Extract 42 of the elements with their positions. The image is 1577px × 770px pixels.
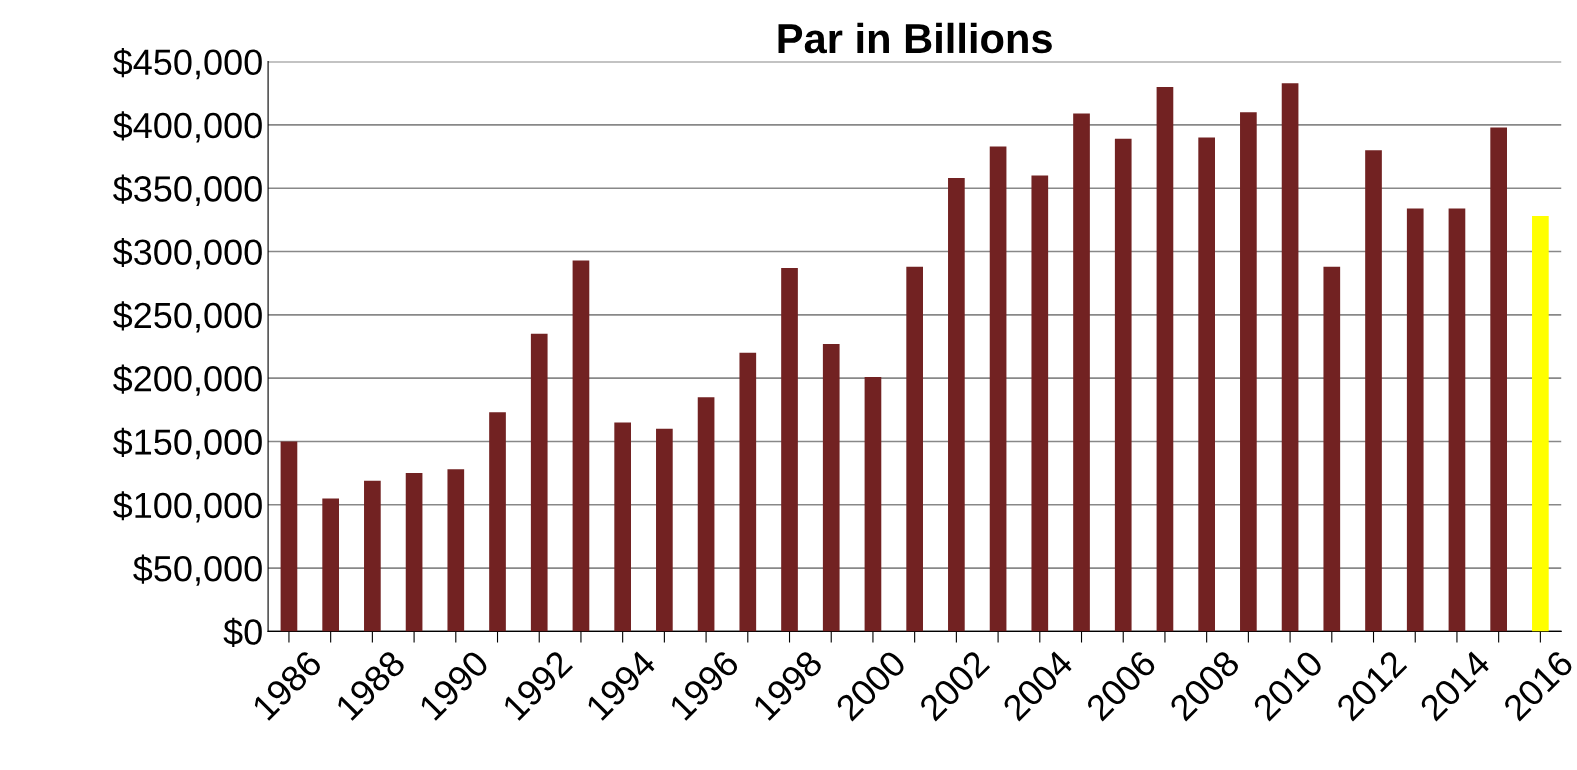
bar xyxy=(1031,175,1049,632)
y-tick-label: $200,000 xyxy=(113,364,262,396)
bar xyxy=(1281,83,1299,632)
bar xyxy=(1323,266,1341,632)
bar xyxy=(1114,138,1132,632)
y-tick-label: $250,000 xyxy=(113,301,262,333)
bar xyxy=(405,473,423,632)
y-tick-label: $0 xyxy=(223,617,262,647)
bar xyxy=(489,412,506,632)
y-tick-label: $150,000 xyxy=(113,427,262,460)
bar xyxy=(697,397,715,632)
bar xyxy=(447,469,465,632)
bar xyxy=(364,480,381,632)
y-tick-label: $50,000 xyxy=(133,554,262,586)
bar xyxy=(1156,86,1174,632)
chart-title: Par in Billions xyxy=(778,22,1052,54)
bar xyxy=(1490,127,1507,632)
bar xyxy=(989,146,1007,632)
bar xyxy=(280,441,298,632)
bar xyxy=(322,498,339,632)
bar xyxy=(906,266,923,632)
y-tick-label: $450,000 xyxy=(113,47,262,80)
bar xyxy=(864,376,882,632)
y-tick-label: $350,000 xyxy=(113,174,262,206)
bar xyxy=(656,428,673,632)
bar xyxy=(1532,216,1549,632)
bar xyxy=(572,260,590,632)
bar xyxy=(948,178,965,632)
bar xyxy=(1365,150,1382,632)
bar xyxy=(739,352,757,632)
bar xyxy=(1198,137,1215,632)
bar xyxy=(822,343,840,632)
bar xyxy=(614,422,631,632)
y-tick-label: $100,000 xyxy=(113,491,262,523)
bar xyxy=(1073,113,1090,632)
y-tick-label: $300,000 xyxy=(113,237,262,270)
bar xyxy=(1448,208,1466,632)
bar xyxy=(530,333,548,632)
y-tick-label: $400,000 xyxy=(113,111,262,143)
bar xyxy=(1406,208,1424,632)
bar xyxy=(781,267,798,632)
bar xyxy=(1240,112,1257,632)
